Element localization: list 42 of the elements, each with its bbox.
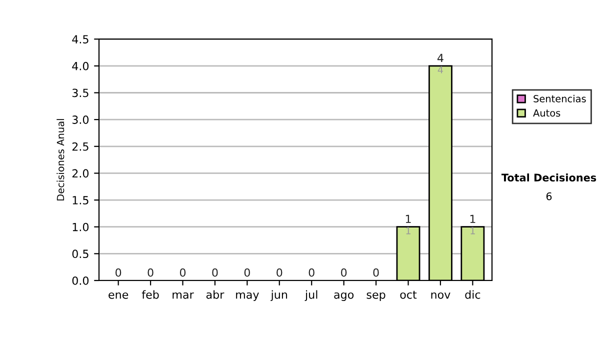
total-label: 0 xyxy=(116,268,122,277)
y-tick-label: 3.5 xyxy=(72,88,88,98)
x-tick-label: oct xyxy=(400,290,417,299)
y-tick-label: 1.0 xyxy=(72,222,89,232)
total-label: 0 xyxy=(244,268,250,277)
total-label: 0 xyxy=(341,268,347,277)
y-tick-label: 0.5 xyxy=(72,250,88,258)
x-tick-label: sep xyxy=(366,292,386,301)
total-label: 4 xyxy=(437,54,444,62)
y-tick-label: 2.0 xyxy=(72,169,89,178)
data-label: 1 xyxy=(406,227,410,234)
x-tick-label: jun xyxy=(270,290,288,301)
x-tick-label: abr xyxy=(206,290,224,299)
total-label: 0 xyxy=(373,268,379,277)
y-tick-label: 1.5 xyxy=(72,196,88,204)
y-tick-label: 3.0 xyxy=(72,116,89,124)
total-label: 1 xyxy=(406,214,411,223)
y-tick-label: 0.0 xyxy=(72,276,89,285)
x-tick-label: ene xyxy=(108,292,128,299)
x-tick-label: dic xyxy=(465,290,480,299)
x-tick-label: nov xyxy=(431,292,450,299)
x-tick-label: ago xyxy=(334,292,354,301)
legend-label: Autos xyxy=(533,109,560,117)
y-tick-label: 4.5 xyxy=(72,35,88,44)
data-label: 1 xyxy=(470,227,475,234)
total-label: 0 xyxy=(308,268,314,277)
x-tick-label: jul xyxy=(304,290,318,301)
x-tick-label: feb xyxy=(142,290,159,299)
data-label: 4 xyxy=(438,66,444,74)
y-axis-title: Decisiones Anual xyxy=(56,119,64,200)
total-label: 0 xyxy=(148,268,154,277)
y-tick-label: 2.5 xyxy=(72,142,88,151)
x-tick-label: may xyxy=(236,292,259,301)
legend-label: Sentencias xyxy=(534,94,586,102)
total-label: 0 xyxy=(276,268,282,277)
x-tick-label: mar xyxy=(172,292,194,299)
total-label: 0 xyxy=(180,268,186,277)
text: 6 xyxy=(546,192,552,200)
total-label: 0 xyxy=(212,268,218,277)
total-label: 1 xyxy=(470,214,476,223)
y-tick-label: 4.0 xyxy=(72,62,89,70)
text: Total Decisiones xyxy=(501,173,596,182)
